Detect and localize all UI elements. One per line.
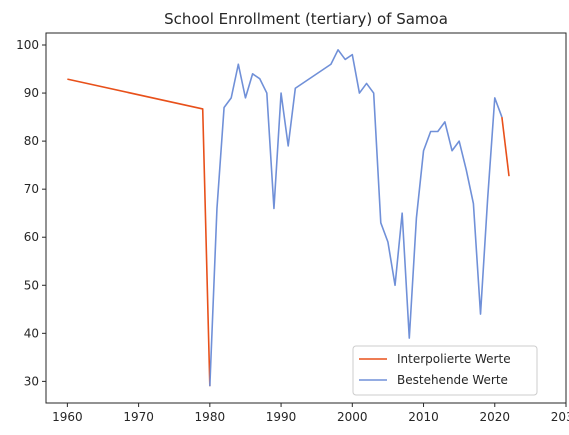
series-layer bbox=[67, 49, 510, 387]
x-tick-label: 1990 bbox=[266, 410, 297, 424]
x-tick-label: 2000 bbox=[337, 410, 368, 424]
legend-box bbox=[352, 345, 538, 396]
plot-area-frame bbox=[45, 32, 567, 404]
y-tick-label: 70 bbox=[24, 182, 39, 196]
x-tick-label: 1980 bbox=[195, 410, 226, 424]
y-tick-label: 60 bbox=[24, 230, 39, 244]
x-tick-label: 2020 bbox=[479, 410, 510, 424]
legend-label: Interpolierte Werte bbox=[397, 352, 511, 366]
x-tick-label: 1960 bbox=[52, 410, 83, 424]
x-tick-label: 1970 bbox=[123, 410, 154, 424]
chart-title: School Enrollment (tertiary) of Samoa bbox=[164, 10, 448, 28]
y-tick-label: 90 bbox=[24, 86, 39, 100]
x-tick-label: 2010 bbox=[408, 410, 439, 424]
y-tick-label: 50 bbox=[24, 278, 39, 292]
legend-label: Bestehende Werte bbox=[397, 373, 508, 387]
series-line-1 bbox=[209, 49, 503, 387]
y-axis: 30 40 50 60 70 80 90 100 bbox=[16, 38, 46, 388]
series-line-0 bbox=[67, 78, 211, 387]
series-line-0 bbox=[501, 116, 510, 177]
y-tick-label: 80 bbox=[24, 134, 39, 148]
y-tick-label: 40 bbox=[24, 326, 39, 340]
y-tick-label: 100 bbox=[16, 38, 39, 52]
legend: Interpolierte Werte Bestehende Werte bbox=[352, 345, 538, 396]
y-tick-label: 30 bbox=[24, 374, 39, 388]
